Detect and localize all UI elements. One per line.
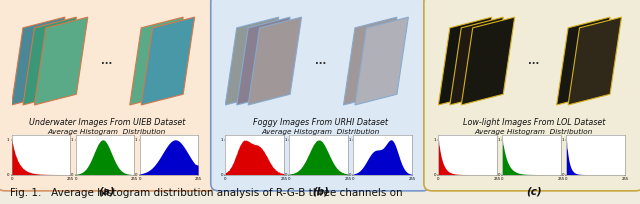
Text: (b): (b) [312, 186, 329, 196]
Text: Average Histogram  Distribution: Average Histogram Distribution [262, 129, 380, 135]
Polygon shape [35, 17, 88, 105]
Polygon shape [248, 17, 301, 105]
Polygon shape [557, 17, 610, 105]
Polygon shape [237, 17, 290, 105]
Polygon shape [438, 17, 492, 105]
Polygon shape [568, 17, 621, 105]
Text: ...: ... [101, 56, 113, 66]
Text: ...: ... [528, 56, 540, 66]
FancyBboxPatch shape [424, 0, 640, 191]
Polygon shape [355, 17, 408, 105]
FancyBboxPatch shape [211, 0, 431, 191]
Polygon shape [141, 17, 195, 105]
Text: (c): (c) [526, 186, 541, 196]
Polygon shape [130, 17, 183, 105]
Polygon shape [12, 17, 65, 105]
Polygon shape [461, 17, 515, 105]
Text: Average Histogram  Distribution: Average Histogram Distribution [475, 129, 593, 135]
FancyBboxPatch shape [0, 0, 217, 191]
Polygon shape [225, 17, 278, 105]
Text: Average Histogram  Distribution: Average Histogram Distribution [48, 129, 166, 135]
Text: Fig. 1.   Average histogram distribution analysis of R-G-B three channels on: Fig. 1. Average histogram distribution a… [10, 188, 402, 198]
Polygon shape [23, 17, 76, 105]
Text: (a): (a) [99, 186, 115, 196]
Polygon shape [344, 17, 397, 105]
Text: ...: ... [315, 56, 326, 66]
Text: Underwater Images From UIEB Dataset: Underwater Images From UIEB Dataset [29, 118, 185, 127]
Polygon shape [450, 17, 503, 105]
Text: Foggy Images From URHI Dataset: Foggy Images From URHI Dataset [253, 118, 388, 127]
Text: Low-light Images From LOL Dataset: Low-light Images From LOL Dataset [463, 118, 605, 127]
